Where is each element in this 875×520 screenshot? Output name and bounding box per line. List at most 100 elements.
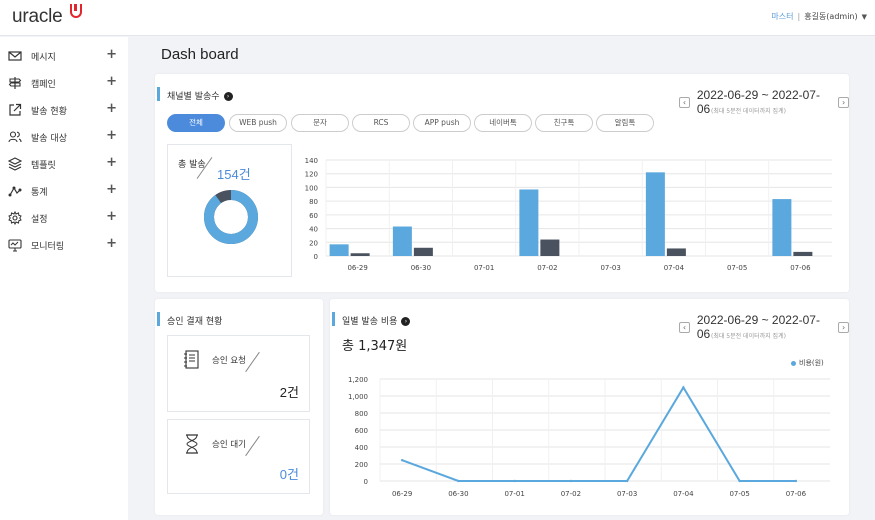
y-tick-label: 140 <box>305 157 318 165</box>
y-tick-label: 100 <box>305 184 318 192</box>
legend-label: 비용(원) <box>799 359 824 367</box>
x-tick-label: 07-01 <box>474 264 494 272</box>
expand-icon[interactable]: + <box>106 209 117 224</box>
info-icon[interactable]: › <box>223 92 233 101</box>
tab-friend-talk[interactable]: 친구톡 <box>535 114 593 132</box>
bar[interactable] <box>519 189 539 256</box>
bar[interactable] <box>413 247 433 256</box>
sidebar-item-settings[interactable]: 설정 + <box>0 205 128 232</box>
approval-pending-box[interactable]: 승인 대기 0건 <box>167 419 310 494</box>
sidebar-item-label: 캠페인 <box>31 80 56 90</box>
sidebar-item-send-target[interactable]: 발송 대상 + <box>0 124 128 151</box>
tab-rcs[interactable]: RCS <box>352 114 410 132</box>
total-value: 154건 <box>217 167 251 182</box>
sidebar-item-stats[interactable]: 통계 + <box>0 178 128 205</box>
external-link-icon <box>9 103 22 116</box>
sidebar-item-message[interactable]: 메시지 + <box>0 43 128 70</box>
bar[interactable] <box>772 199 792 256</box>
date-range: 2022-06-29 ~ 2022-07-06 <box>696 313 820 341</box>
monitor-icon <box>8 239 22 252</box>
data-point[interactable] <box>738 479 741 483</box>
bar[interactable] <box>392 226 412 256</box>
channel-bar-chart: 0 20 40 60 80 100 120 140 06-29 06-30 07-01 07-02 07… <box>305 157 832 272</box>
date-note: (최대 5분전 데이터까지 집계) <box>711 108 786 115</box>
y-tick-label: 0 <box>314 253 318 261</box>
x-tick-label: 07-06 <box>790 264 811 272</box>
expand-icon[interactable]: + <box>106 74 117 89</box>
tab-sms[interactable]: 문자 <box>291 114 349 132</box>
x-tick-label: 07-02 <box>561 490 581 498</box>
x-tick-label: 06-29 <box>347 264 367 272</box>
users-icon <box>8 131 22 143</box>
bar[interactable] <box>793 251 813 256</box>
tab-web-push[interactable]: WEB push <box>229 114 287 132</box>
prev-date-button[interactable]: ‹ <box>679 96 690 108</box>
donut-main-segment <box>204 190 258 244</box>
approval-request-box[interactable]: 승인 요청 2건 <box>167 335 310 412</box>
approval-pending-value: 0건 <box>279 467 299 482</box>
y-tick-label: 400 <box>355 444 368 452</box>
data-point[interactable] <box>794 479 798 483</box>
info-icon[interactable]: › <box>401 317 411 326</box>
bar[interactable] <box>350 253 370 256</box>
sidebar-item-monitoring[interactable]: 모니터링 + <box>0 232 128 259</box>
sidebar-item-template[interactable]: 템플릿 + <box>0 151 128 178</box>
top-bar: uracle 마스터 | 홍길동(admin) ▼ <box>0 0 875 36</box>
data-point[interactable] <box>682 386 685 389</box>
x-tick-label: 07-01 <box>504 490 524 498</box>
expand-icon[interactable]: + <box>106 101 117 116</box>
data-point[interactable] <box>457 479 460 483</box>
legend-dot <box>791 360 796 366</box>
expand-icon[interactable]: + <box>106 182 117 197</box>
tab-all[interactable]: 전체 <box>167 114 225 132</box>
bar[interactable] <box>666 248 686 256</box>
sidebar-item-send-status[interactable]: 발송 현황 + <box>0 97 128 124</box>
chart-legend[interactable]: 비용(원) <box>791 358 824 368</box>
bar[interactable] <box>329 244 349 256</box>
y-tick-label: 120 <box>305 171 318 179</box>
caret-down-icon[interactable]: ▼ <box>861 12 867 21</box>
next-date-button[interactable]: › <box>838 96 849 108</box>
daily-cost-line-chart: 0 200 400 600 800 1,000 1,200 06-29 06-30 07-01 07… <box>348 376 830 498</box>
x-tick-label: 06-30 <box>448 490 468 498</box>
y-tick-label: 1,200 <box>348 376 368 384</box>
bar[interactable] <box>645 172 665 256</box>
data-point[interactable] <box>625 479 629 483</box>
y-tick-label: 200 <box>355 461 368 469</box>
expand-icon[interactable]: + <box>106 155 117 170</box>
next-date-button[interactable]: › <box>838 321 849 333</box>
user-menu[interactable]: 마스터 | 홍길동(admin) ▼ <box>771 11 867 22</box>
y-tick-label: 60 <box>309 212 318 220</box>
expand-icon[interactable]: + <box>106 236 117 251</box>
y-tick-label: 800 <box>355 410 368 418</box>
approval-pending-label: 승인 대기 <box>212 440 246 450</box>
page-title: Dash board <box>161 46 239 63</box>
tab-naver-talk[interactable]: 네이버톡 <box>474 114 532 132</box>
sidebar-item-label: 발송 대상 <box>31 134 67 144</box>
expand-icon[interactable]: + <box>106 128 117 143</box>
hourglass-icon <box>186 434 198 454</box>
approval-request-value: 2건 <box>279 385 299 400</box>
tab-app-push[interactable]: APP push <box>413 114 471 132</box>
date-note: (최대 5분전 데이터까지 집계) <box>711 333 786 340</box>
bar[interactable] <box>540 239 560 256</box>
card-title-text: 채널별 발송수 <box>167 92 220 102</box>
notebook-icon <box>184 350 199 369</box>
prev-date-button[interactable]: ‹ <box>679 321 690 333</box>
layers-icon <box>8 157 22 171</box>
card-title: 승인 결재 현황 <box>157 312 222 327</box>
data-point[interactable] <box>513 479 516 483</box>
signpost-icon <box>8 77 22 89</box>
data-point[interactable] <box>569 479 573 483</box>
x-tick-label: 06-30 <box>411 264 431 272</box>
sidebar-item-label: 통계 <box>31 188 48 198</box>
logo[interactable]: uracle <box>12 6 63 27</box>
tab-alim-talk[interactable]: 알림톡 <box>596 114 654 132</box>
expand-icon[interactable]: + <box>106 47 117 62</box>
data-point[interactable] <box>400 458 404 462</box>
sidebar-item-campaign[interactable]: 캠페인 + <box>0 70 128 97</box>
series-line[interactable] <box>401 385 796 482</box>
date-nav: ‹ 2022-06-29 ~ 2022-07-06 › <box>679 313 849 341</box>
share-graph-icon <box>8 186 22 197</box>
x-tick-label: 07-02 <box>537 264 557 272</box>
